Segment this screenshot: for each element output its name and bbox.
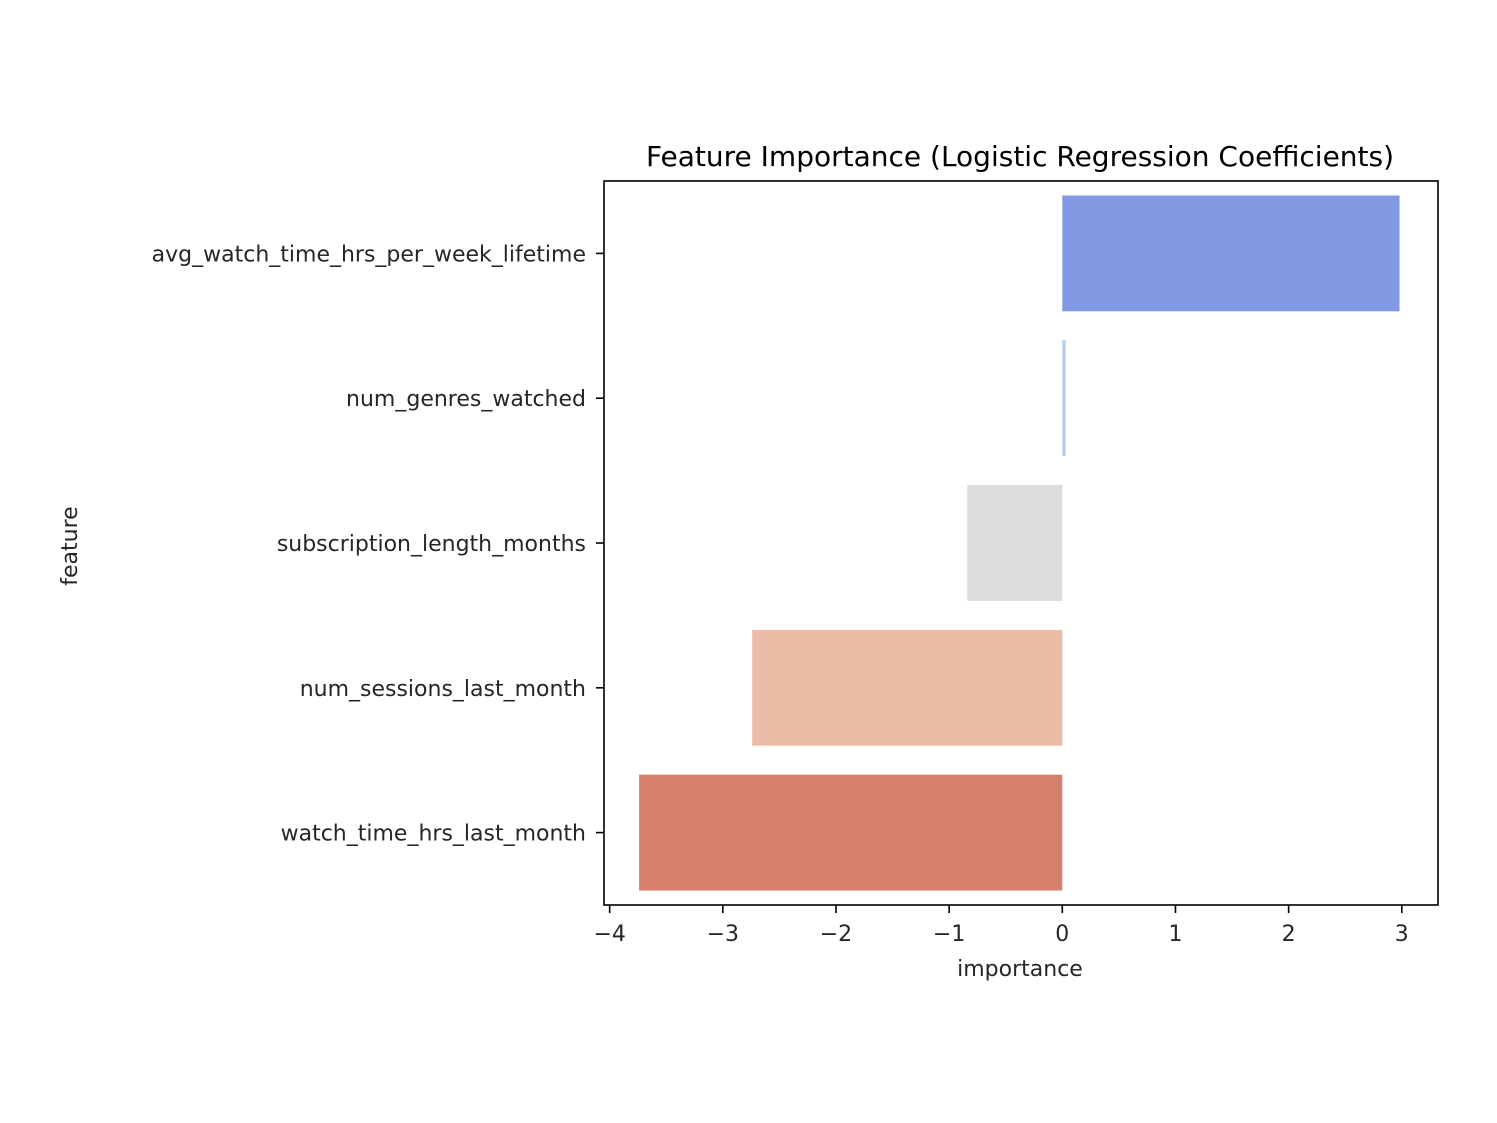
bar-4: [639, 774, 1063, 891]
x-tick-label: −2: [820, 922, 852, 947]
y-tick-label: subscription_length_months: [277, 532, 586, 557]
y-axis-ticks: avg_watch_time_hrs_per_week_lifetime num_…: [152, 242, 604, 847]
bar-3: [752, 629, 1063, 746]
x-tick-label: −3: [707, 922, 739, 947]
bar-1: [1062, 340, 1066, 457]
y-tick-label: num_sessions_last_month: [300, 677, 586, 702]
bar-2: [967, 485, 1063, 601]
y-tick-label: avg_watch_time_hrs_per_week_lifetime: [152, 242, 586, 267]
x-tick-label: 1: [1168, 922, 1182, 947]
x-tick-label: 2: [1282, 922, 1296, 947]
y-axis-label: feature: [58, 506, 83, 585]
chart-title: Feature Importance (Logistic Regression …: [646, 140, 1394, 173]
x-axis-ticks: −4 −3 −2 −1 0 1 2 3: [593, 905, 1409, 947]
x-axis-label: importance: [957, 957, 1083, 982]
y-tick-label: num_genres_watched: [346, 387, 586, 412]
x-tick-label: −1: [933, 922, 965, 947]
bars-group: [639, 195, 1400, 891]
y-tick-label: watch_time_hrs_last_month: [281, 822, 586, 847]
x-tick-label: −4: [593, 922, 625, 947]
bar-0: [1062, 195, 1400, 312]
x-tick-label: 3: [1395, 922, 1409, 947]
x-tick-label: 0: [1055, 922, 1069, 947]
